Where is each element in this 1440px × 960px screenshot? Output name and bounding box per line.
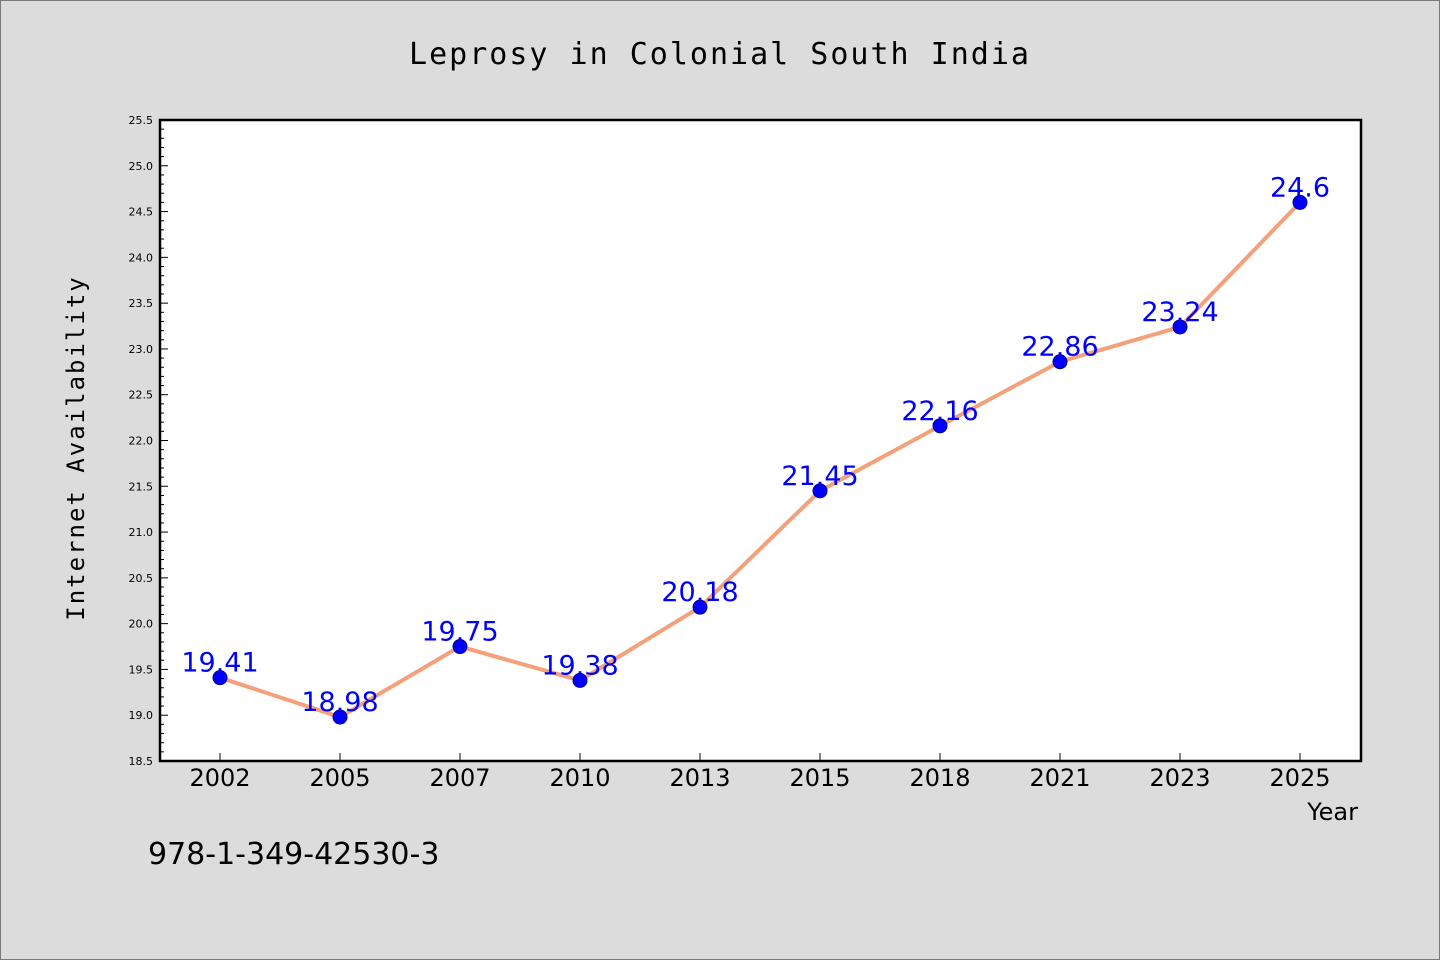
y-tick-label: 19.0 (129, 709, 154, 722)
data-label: 19.38 (541, 650, 618, 681)
y-tick-label: 24.0 (129, 251, 154, 264)
y-tick-label: 25.5 (129, 114, 154, 127)
y-tick-label: 23.5 (129, 297, 154, 310)
x-tick-label: 2021 (1029, 764, 1090, 792)
data-point (932, 418, 948, 434)
x-axis-label: Year (1306, 798, 1358, 826)
y-tick-label: 24.5 (129, 206, 154, 219)
data-point (212, 670, 228, 686)
data-label: 22.16 (901, 396, 978, 427)
data-label: 19.75 (421, 617, 498, 648)
x-tick-label: 2018 (909, 764, 970, 792)
data-label: 21.45 (781, 461, 858, 492)
y-tick-label: 20.0 (129, 618, 154, 631)
y-tick-label: 21.0 (129, 526, 154, 539)
x-tick-label: 2015 (789, 764, 850, 792)
data-label: 19.41 (181, 648, 258, 679)
plot-area (158, 118, 1363, 763)
data-label: 24.6 (1270, 172, 1330, 203)
data-labels-group: 19.41 18.98 19.75 19.38 20.18 21.45 22.16 22.86… (181, 172, 1330, 718)
y-tick-label: 25.0 (129, 160, 154, 173)
x-tick-label: 2013 (669, 764, 730, 792)
data-point (1292, 194, 1308, 210)
markers-group (212, 194, 1308, 725)
series-line-group (218, 200, 1302, 720)
y-tick-label: 20.5 (129, 572, 154, 585)
y-tick-label: 18.5 (129, 755, 154, 768)
y-axis: 18.5 19.0 19.5 20.0 20.5 21.0 21.5 22.0 22.5 23.0… (129, 114, 168, 768)
data-label: 18.98 (301, 687, 378, 718)
x-tick-label: 2025 (1269, 764, 1330, 792)
footnote-isbn: 978-1-349-42530-3 (148, 837, 439, 872)
series-line (218, 200, 1302, 720)
x-tick-label: 2002 (189, 764, 250, 792)
data-point (692, 599, 708, 615)
data-point (812, 483, 828, 499)
y-tick-label: 22.0 (129, 435, 154, 448)
data-point (1052, 354, 1068, 370)
data-point (1172, 319, 1188, 335)
y-tick-label: 19.5 (129, 663, 154, 676)
data-label: 22.86 (1021, 332, 1098, 363)
data-point (332, 709, 348, 725)
data-label: 23.24 (1141, 297, 1218, 328)
y-tick-label: 23.0 (129, 343, 154, 356)
data-point (572, 672, 588, 688)
x-tick-label: 2010 (549, 764, 610, 792)
data-label: 20.18 (661, 577, 738, 608)
x-tick-label: 2005 (309, 764, 370, 792)
y-axis-label: Internet Availability (62, 275, 90, 620)
x-tick-label: 2007 (429, 764, 490, 792)
y-tick-label: 22.5 (129, 389, 154, 402)
data-point (452, 639, 468, 655)
x-axis: 2002 2005 2007 2010 2013 2015 2018 2021 2023 2025 (189, 753, 1331, 792)
y-tick-label: 21.5 (129, 480, 154, 493)
x-tick-label: 2023 (1149, 764, 1210, 792)
chart-title: Leprosy in Colonial South India (409, 37, 1031, 72)
